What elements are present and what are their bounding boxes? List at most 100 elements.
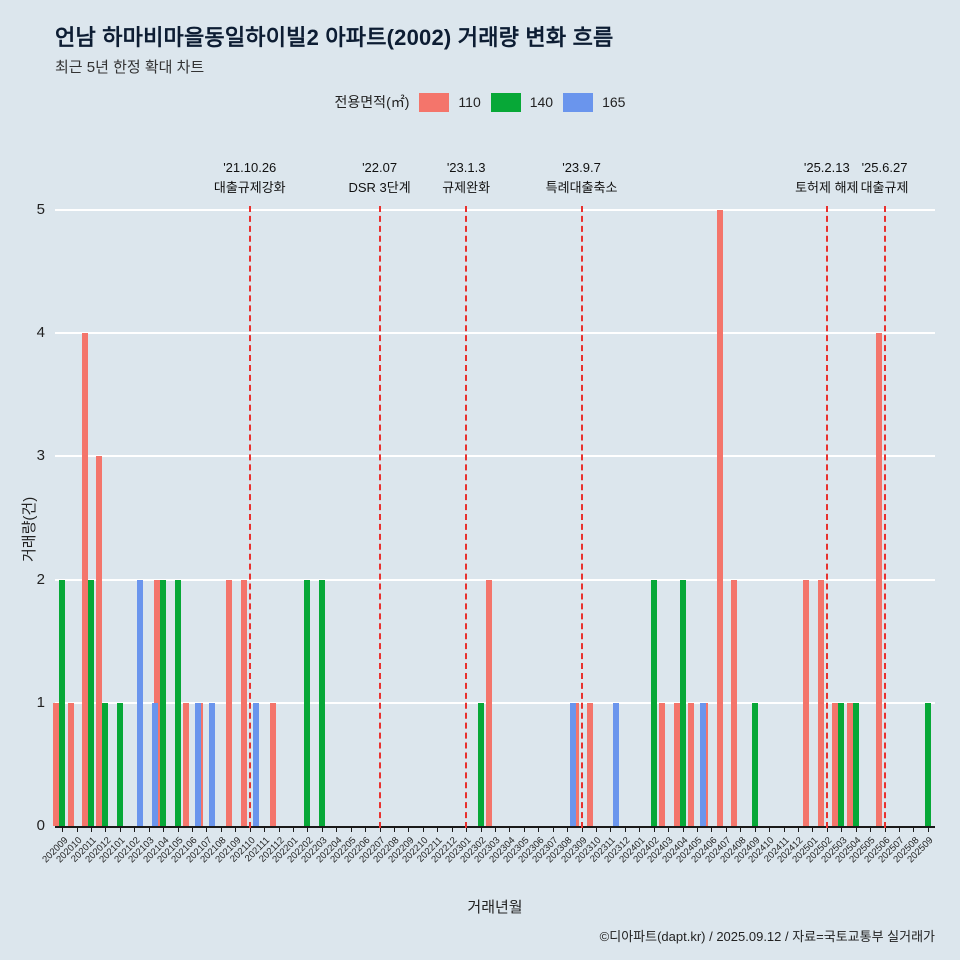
legend-swatch-110 [419,92,450,112]
bar-140-202101 [116,702,123,826]
bar-165-202107 [209,702,216,826]
bar-165-202311 [613,702,620,826]
bar-140-202009 [59,579,66,826]
annotation-text: 특례대출축소 [545,180,618,195]
x-tick-mark [249,828,251,832]
bar-110-202408 [731,579,738,826]
legend-item-140: 140 [490,92,554,112]
bar-110-202310 [586,702,593,826]
legend-item-165: 165 [563,92,626,112]
x-tick-mark [105,828,107,832]
gridline [55,701,935,704]
x-tick-mark [278,828,280,832]
bar-110-202011 [82,333,89,826]
annotation-text: 대출규제 [860,180,909,195]
annotation-text: 대출규제강화 [213,180,286,195]
bar-140-202202 [304,579,311,826]
bar-165-202110 [252,702,259,826]
x-tick-mark [538,828,540,832]
x-tick-mark [639,828,641,832]
x-tick-mark [134,828,136,832]
y-tick-label: 1 [36,693,45,711]
annotation-label: '25.2.13 토허제 해제 [747,158,907,198]
x-tick-mark [480,828,482,832]
gridline [55,209,935,211]
y-tick-label: 3 [36,447,45,465]
bar-140-202105 [174,579,181,826]
bar-110-202404 [673,702,680,826]
x-tick-mark [624,828,626,832]
legend-swatch-140 [490,92,521,112]
annotation-label: '25.6.27 대출규제 [805,158,960,198]
x-tick-mark [495,828,496,832]
annotation-line [883,206,886,828]
bar-110-202112 [269,702,276,826]
x-tick-mark [437,828,439,832]
bar-140-202509 [924,702,931,826]
bar-110-202501 [803,579,810,826]
bar-110-202110 [240,579,247,826]
x-tick-mark [206,828,208,832]
x-axis-label: 거래년월 [467,899,523,916]
bar-110-202303 [486,579,492,826]
annotation-date: '25.6.27 [861,160,908,175]
bar-165-202308 [570,702,577,826]
bar-140-202503 [838,702,845,826]
x-tick-mark [163,828,165,832]
x-tick-mark [235,828,237,832]
x-tick-mark [408,828,410,832]
x-tick-mark [927,828,929,832]
x-tick-mark [293,828,295,832]
bar-140-202011 [88,579,95,826]
legend-label-165: 165 [602,94,626,110]
bar-140-202012 [102,702,109,826]
x-tick-mark [797,828,799,832]
x-tick-mark [740,828,742,832]
bar-165-202102 [137,579,144,826]
legend: 전용면적(㎡) 110 140 165 [0,92,960,112]
x-tick-mark [841,828,843,832]
annotation-label: '21.10.26 대출규제강화 [170,158,330,198]
x-tick-mark [466,828,468,832]
annotation-label: '23.9.7 특례대출축소 [502,158,662,198]
x-tick-mark [379,828,381,832]
gridline [55,455,935,458]
x-tick-mark [220,828,222,832]
bar-110-202106 [183,702,190,826]
legend-label-140: 140 [529,94,554,110]
x-tick-mark [365,828,367,832]
x-tick-mark [711,828,713,832]
bar-110-202502 [817,579,824,826]
annotation-label: '22.07 DSR 3단계 [300,158,460,198]
legend-swatch-165 [563,92,594,112]
annotation-line [465,206,468,828]
x-tick-mark [192,828,194,832]
x-tick-mark [552,828,554,832]
x-tick-mark [177,828,179,832]
y-tick-label: 2 [36,570,45,588]
page-subtitle: 최근 5년 한정 확대 차트 [55,59,205,76]
bar-140-202203 [318,579,325,826]
x-tick-mark [62,828,64,832]
x-tick-mark [119,828,121,832]
x-tick-mark [826,828,828,832]
x-tick-mark [321,828,323,832]
legend-label-110: 110 [458,94,481,110]
x-tick-mark [148,828,150,832]
bar-165-202103 [151,702,158,826]
bar-110-202012 [96,456,103,826]
annotation-line [825,206,828,828]
x-tick-mark [595,828,597,832]
x-tick-mark [523,828,525,832]
x-tick-mark [76,828,78,832]
bar-165-202405 [699,702,706,826]
x-tick-mark [307,828,309,832]
x-tick-mark [509,828,511,832]
annotation-date: '25.2.13 [803,160,850,175]
bar-110-202010 [67,702,74,826]
y-tick-label: 4 [36,324,45,342]
x-tick-mark [91,828,93,832]
plot-area [53,209,935,828]
bar-140-202402 [650,579,657,826]
bar-110-202504 [846,702,853,826]
